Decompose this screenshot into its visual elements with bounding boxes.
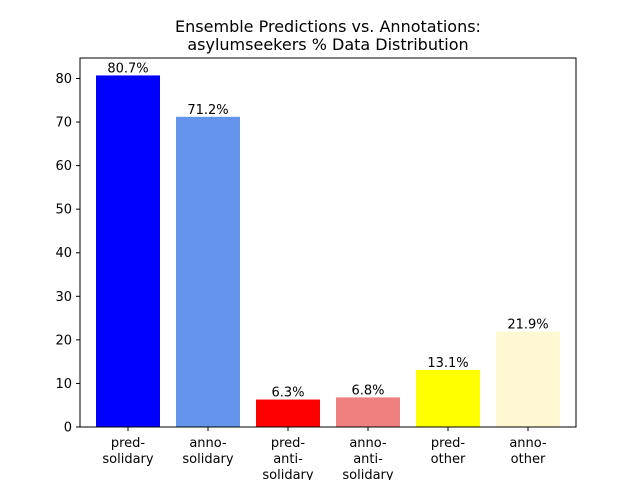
y-tick-label-8: 80 — [55, 72, 72, 87]
y-tick-label-0: 0 — [64, 421, 72, 436]
bar-3 — [336, 397, 400, 427]
x-tick-label-4: pred-other — [431, 436, 466, 467]
y-tick-label-7: 70 — [55, 116, 72, 131]
bar-5 — [496, 331, 560, 427]
data-label-3: 6.8% — [351, 383, 384, 398]
data-label-4: 13.1% — [427, 356, 468, 371]
x-tick-label-1: anno-solidary — [182, 436, 234, 467]
x-tick-label-5: anno-other — [509, 436, 547, 467]
y-tick-label-1: 10 — [55, 377, 72, 392]
y-tick-label-2: 20 — [55, 333, 72, 348]
data-label-1: 71.2% — [187, 103, 228, 118]
bar-4 — [416, 369, 480, 427]
y-axis: 0 10 20 30 40 50 60 70 80 — [55, 72, 80, 436]
chart-title-line-1: Ensemble Predictions vs. Annotations: — [175, 17, 481, 36]
chart-title-line-2: asylumseekers % Data Distribution — [187, 35, 468, 54]
x-tick-label-2: pred-anti-solidary — [262, 436, 314, 480]
bar-2 — [256, 399, 320, 427]
y-tick-label-6: 60 — [55, 159, 72, 174]
y-tick-label-5: 50 — [55, 203, 72, 218]
x-tick-label-3: anno-anti-solidary — [342, 436, 394, 480]
bar-1 — [176, 116, 240, 427]
plot-frame — [79, 57, 577, 428]
bar-0 — [96, 75, 160, 428]
data-label-5: 21.9% — [507, 318, 548, 333]
y-tick-label-3: 30 — [55, 290, 72, 305]
data-label-2: 6.3% — [271, 386, 304, 401]
data-label-0: 80.7% — [107, 61, 148, 76]
x-tick-label-0: pred-solidary — [102, 436, 154, 467]
data-labels-layer: 80.7% 71.2% 6.3% 6.8% 13.1% 21.9% — [107, 61, 548, 400]
x-axis: pred-solidary anno-solidary pred-anti-soli… — [102, 427, 547, 483]
bars-layer — [96, 75, 560, 428]
y-tick-label-4: 40 — [55, 246, 72, 261]
